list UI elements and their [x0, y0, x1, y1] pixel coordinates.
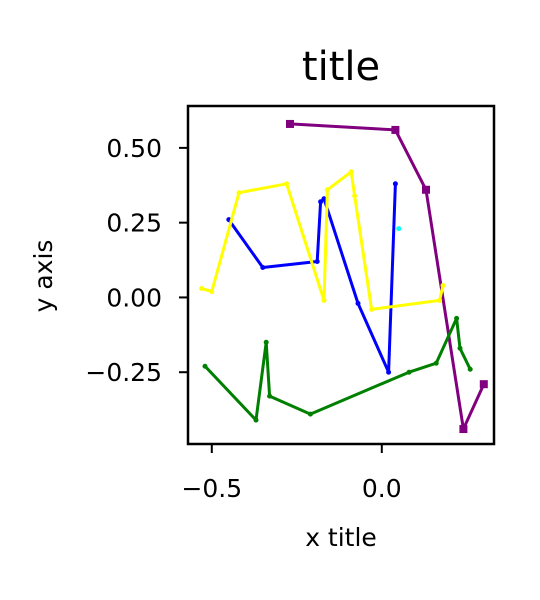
data-point — [253, 417, 259, 423]
data-point — [459, 425, 468, 434]
data-point — [479, 380, 488, 389]
data-point — [440, 282, 446, 288]
x-axis: −0.5 0.0 — [181, 444, 402, 503]
y-tick-label: 0.50 — [106, 134, 162, 163]
series-4 — [202, 315, 473, 423]
data-point — [318, 199, 324, 205]
data-point — [437, 297, 443, 303]
data-point — [352, 193, 358, 199]
series-3 — [199, 169, 446, 312]
series-5 — [396, 226, 402, 232]
data-point — [202, 363, 208, 369]
data-point — [286, 119, 294, 128]
data-point — [284, 181, 290, 187]
data-point — [396, 226, 402, 232]
data-point — [314, 259, 320, 265]
y-axis-title: y axis — [29, 240, 58, 313]
data-point — [348, 169, 354, 175]
series-line — [203, 316, 472, 422]
data-point — [260, 265, 266, 271]
data-point — [454, 315, 460, 321]
x-tick-label: −0.5 — [181, 474, 242, 503]
series-2 — [226, 181, 398, 375]
data-point — [392, 181, 398, 187]
data-point — [321, 297, 327, 303]
y-tick-label: 0.25 — [106, 209, 162, 238]
data-point — [267, 393, 273, 399]
data-point — [467, 366, 473, 372]
data-point — [433, 360, 439, 366]
data-point — [355, 300, 361, 306]
series-line — [289, 122, 486, 431]
data-point — [209, 288, 215, 294]
chart-title: title — [302, 44, 380, 90]
data-point — [321, 196, 327, 202]
data-point — [199, 285, 205, 291]
y-tick-label: −0.25 — [85, 358, 162, 387]
data-point — [324, 187, 330, 193]
data-point — [369, 306, 375, 312]
data-point — [263, 339, 269, 345]
x-tick-label: 0.0 — [362, 474, 402, 503]
data-point — [422, 185, 430, 194]
data-point — [307, 411, 313, 417]
data-point — [406, 369, 412, 375]
series-line — [227, 183, 397, 374]
y-axis: 0.50 0.25 0.00 −0.25 — [85, 134, 188, 387]
plot-area — [199, 119, 488, 434]
y-tick-label: 0.00 — [106, 283, 162, 312]
series-1 — [286, 119, 488, 434]
x-axis-title: x title — [305, 523, 377, 552]
data-point — [386, 369, 392, 375]
data-point — [457, 345, 463, 351]
data-point — [236, 190, 242, 196]
data-point — [391, 125, 400, 134]
plot-frame — [186, 104, 496, 446]
